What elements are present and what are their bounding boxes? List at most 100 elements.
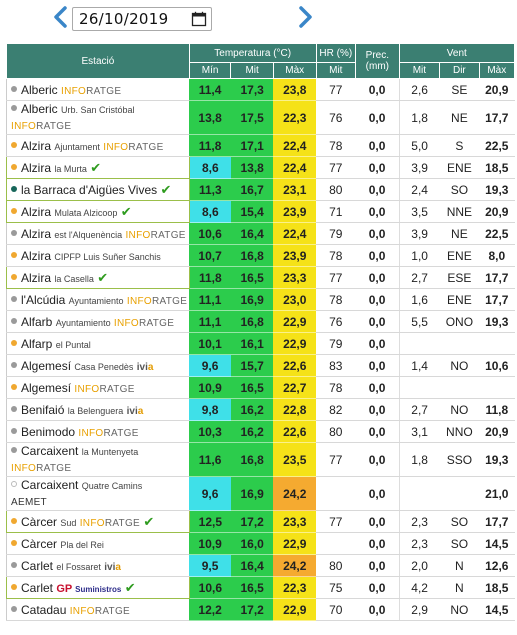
station-name[interactable]: Alzira — [21, 160, 52, 175]
header-wind-dir[interactable]: Dir — [439, 62, 480, 79]
temp-min-cell: 11,3 — [189, 178, 231, 201]
header-temperature[interactable]: Temperatura (°C) — [188, 43, 317, 63]
table-row[interactable]: Carlet el Fossaret ivia 9,5 16,4 24,2 80 0,0 2… — [6, 554, 515, 577]
table-row[interactable]: Alberic INFORATGE 11,4 17,3 23,8 77 0,0 2,6 SE 2… — [6, 78, 515, 101]
station-subname: Ayuntamiento — [68, 295, 124, 306]
station-name[interactable]: Carlet — [21, 580, 54, 595]
station-cell[interactable]: la Barraca d'Aigües Vives ✔ — [6, 178, 190, 201]
station-cell[interactable]: Càrcer Sud INFORATGE ✔ — [6, 510, 190, 533]
table-row[interactable]: Benifaió la Belenguera ivia 9,8 16,2 22,8 82… — [6, 398, 515, 421]
table-row[interactable]: Carcaixent Quatre Camins AEMET 9,6 16,9 24,2… — [6, 476, 515, 511]
station-cell[interactable]: l'Alcúdia Ayuntamiento INFORATGE — [6, 288, 190, 311]
station-name[interactable]: Benimodo — [21, 424, 76, 439]
station-cell[interactable]: Alfarb Ayuntamiento INFORATGE — [6, 310, 190, 333]
station-name[interactable]: Alzira — [21, 270, 52, 285]
station-cell[interactable]: Carlet GP Suministros ✔ — [6, 576, 190, 599]
header-prec[interactable]: Prec. (mm) — [355, 43, 400, 79]
station-name[interactable]: Alzira — [21, 138, 52, 153]
station-name[interactable]: Carlet — [21, 558, 54, 573]
header-wind-mit[interactable]: Mit — [398, 62, 441, 79]
table-row[interactable]: Alfarp el Puntal 10,1 16,1 22,9 79 0,0 — [6, 332, 515, 355]
calendar-icon[interactable] — [191, 11, 207, 27]
station-name[interactable]: Catadau — [21, 602, 67, 617]
header-temp-mit[interactable]: Mit — [230, 62, 274, 79]
station-name[interactable]: Alzira — [21, 226, 52, 241]
header-wind[interactable]: Vent — [398, 43, 516, 63]
wind-mit-cell: 4,2 — [398, 576, 440, 599]
station-cell[interactable]: Alberic INFORATGE — [6, 78, 190, 101]
station-name[interactable]: Alzira — [21, 248, 52, 263]
table-row[interactable]: Algemesí INFORATGE 10,9 16,5 22,7 78 0,0 — [6, 376, 515, 399]
station-name[interactable]: Càrcer — [21, 514, 58, 529]
table-row[interactable]: Benimodo INFORATGE 10,3 16,2 22,6 80 0,0 3,1 NN… — [6, 420, 515, 443]
station-name[interactable]: Algemesí — [21, 358, 72, 373]
temp-mit-cell: 17,2 — [230, 510, 274, 533]
status-dot-icon — [11, 296, 17, 303]
table-row[interactable]: l'Alcúdia Ayuntamiento INFORATGE 11,1 16,9… — [6, 288, 515, 311]
table-row[interactable]: Alzira est l'Alquenència INFORATGE 10,6 16… — [6, 222, 515, 245]
table-row[interactable]: Alzira Ajuntament INFORATGE 11,8 17,1 22,4 7… — [6, 134, 515, 157]
station-name[interactable]: l'Alcúdia — [21, 292, 66, 307]
previous-day-button[interactable] — [48, 4, 74, 30]
station-name[interactable]: Alzira — [21, 204, 52, 219]
station-name[interactable]: la Barraca d'Aigües Vives — [21, 182, 158, 197]
station-cell[interactable]: Alzira la Murta ✔ — [6, 156, 190, 179]
station-cell[interactable]: Carlet el Fossaret ivia — [6, 554, 190, 577]
header-temp-max[interactable]: Màx — [272, 62, 317, 79]
table-row[interactable]: Alzira Mulata Alzicoop ✔ 8,6 15,4 23,9 71 0,0… — [6, 200, 515, 223]
station-name[interactable]: Carcaixent — [21, 443, 79, 458]
station-cell[interactable]: Alzira est l'Alquenència INFORATGE — [6, 222, 190, 245]
header-temp-min[interactable]: Mín — [188, 62, 232, 79]
station-cell[interactable]: Alzira la Casella ✔ — [6, 266, 190, 289]
station-name[interactable]: Càrcer — [21, 536, 58, 551]
table-row[interactable]: Càrcer Pla del Rei 10,9 16,0 22,9 0,0 2,3 SO 14… — [6, 532, 515, 555]
station-cell[interactable]: Benifaió la Belenguera ivia — [6, 398, 190, 421]
header-hr[interactable]: HR (%) — [315, 43, 357, 63]
table-row[interactable]: Algemesí Casa Penedès ivia 9,6 15,7 22,6 83 0… — [6, 354, 515, 377]
precipitation-cell: 0,0 — [355, 134, 400, 157]
temp-min-cell: 10,9 — [189, 376, 231, 399]
humidity-cell: 79 — [316, 222, 356, 245]
table-row[interactable]: Carcaixent la Muntenyeta INFORATGE 11,6 16,… — [6, 442, 515, 477]
station-cell[interactable]: Algemesí INFORATGE — [6, 376, 190, 399]
station-cell[interactable]: Benimodo INFORATGE — [6, 420, 190, 443]
date-field[interactable]: 26/10/2019 — [72, 7, 212, 31]
humidity-cell: 82 — [316, 398, 356, 421]
station-cell[interactable]: Càrcer Pla del Rei — [6, 532, 190, 555]
table-row[interactable]: la Barraca d'Aigües Vives ✔ 11,3 16,7 23,1 8… — [6, 178, 515, 201]
header-hr-mit[interactable]: Mit — [315, 62, 357, 79]
table-row[interactable]: Alzira la Murta ✔ 8,6 13,8 22,4 77 0,0 3,9 ENE 1… — [6, 156, 515, 179]
precipitation-cell: 0,0 — [355, 442, 400, 477]
station-name[interactable]: Alberic — [21, 101, 58, 116]
station-cell[interactable]: Carcaixent la Muntenyeta INFORATGE — [6, 442, 190, 477]
temp-max-cell: 22,8 — [273, 398, 317, 421]
station-name[interactable]: Carcaixent — [21, 477, 79, 492]
table-row[interactable]: Alzira la Casella ✔ 11,8 16,5 23,3 77 0,0 2,7 E… — [6, 266, 515, 289]
station-cell[interactable]: Alfarp el Puntal — [6, 332, 190, 355]
station-cell[interactable]: Catadau INFORATGE — [6, 598, 190, 621]
temp-min-cell: 11,6 — [189, 442, 231, 477]
station-name[interactable]: Benifaió — [21, 402, 65, 417]
table-row[interactable]: Càrcer Sud INFORATGE ✔ 12,5 17,2 23,3 77 0,0 2… — [6, 510, 515, 533]
station-cell[interactable]: Alzira Mulata Alzicoop ✔ — [6, 200, 190, 223]
table-row[interactable]: Carlet GP Suministros ✔ 10,6 16,5 22,3 75 0,0… — [6, 576, 515, 599]
header-wind-max[interactable]: Màx — [478, 62, 516, 79]
table-row[interactable]: Alfarb Ayuntamiento INFORATGE 11,1 16,8 22,… — [6, 310, 515, 333]
station-name[interactable]: Alfarp — [21, 336, 53, 351]
station-name[interactable]: Algemesí — [21, 380, 72, 395]
station-cell[interactable]: Alzira CIPFP Luis Suñer Sanchis — [6, 244, 190, 267]
station-name[interactable]: Alberic — [21, 82, 58, 97]
table-row[interactable]: Catadau INFORATGE 12,2 17,2 22,9 70 0,0 2,9 NO 1… — [6, 598, 515, 621]
table-row[interactable]: Alberic Urb. San Cristóbal INFORATGE 13,8 1… — [6, 100, 515, 135]
inforatge-logo: INFORATGE — [11, 120, 72, 132]
station-cell[interactable]: Algemesí Casa Penedès ivia — [6, 354, 190, 377]
station-cell[interactable]: Alberic Urb. San Cristóbal INFORATGE — [6, 100, 190, 135]
table-row[interactable]: Alzira CIPFP Luis Suñer Sanchis 10,7 16,8 2… — [6, 244, 515, 267]
station-cell[interactable]: Alzira Ajuntament INFORATGE — [6, 134, 190, 157]
status-dot-icon — [11, 562, 17, 569]
wind-max-cell: 17,7 — [479, 288, 515, 311]
next-day-button[interactable] — [292, 4, 318, 30]
station-cell[interactable]: Carcaixent Quatre Camins AEMET — [6, 476, 190, 511]
station-name[interactable]: Alfarb — [21, 314, 53, 329]
header-station[interactable]: Estació — [6, 43, 190, 79]
